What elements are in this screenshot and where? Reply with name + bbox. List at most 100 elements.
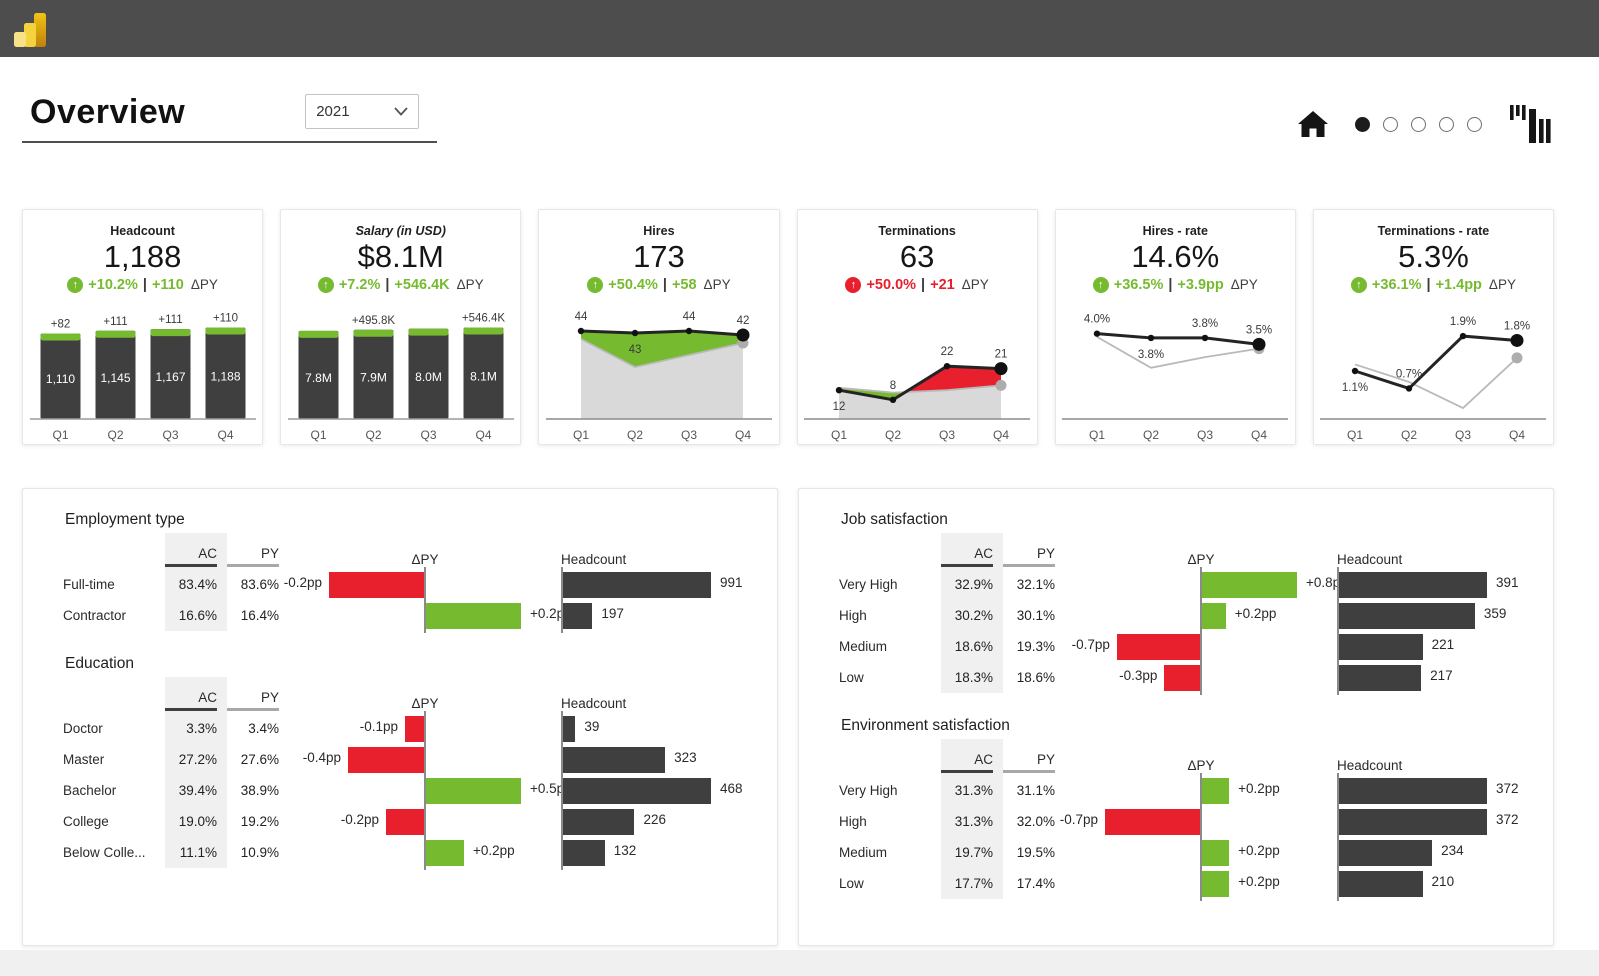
section-title: Job satisfaction xyxy=(841,511,948,528)
headcount-bar xyxy=(1339,571,1487,598)
svg-text:43: 43 xyxy=(629,344,642,356)
ac-value: 39.4% xyxy=(165,775,227,806)
py-value: 31.1% xyxy=(1016,783,1055,798)
delta-percent: +50.4% xyxy=(608,277,658,293)
delta-absolute: +3.9pp xyxy=(1177,277,1224,293)
py-header-rule xyxy=(227,708,279,711)
variance-cell: +0.8pp xyxy=(1081,567,1348,602)
up-arrow-circle-icon: ↑ xyxy=(1350,277,1367,293)
headcount-bar xyxy=(563,808,635,835)
delta-absolute: +110 xyxy=(151,277,184,293)
col-header-delta-py: ΔPY xyxy=(1187,552,1215,567)
svg-text:21: 21 xyxy=(995,349,1008,361)
svg-text:1.9%: 1.9% xyxy=(1450,316,1476,328)
section-environment-satisfaction: Environment satisfaction AC PY ΔPY Headcount… xyxy=(839,717,1539,901)
up-arrow-circle-icon: ↑ xyxy=(587,277,604,293)
variance-axis xyxy=(1200,866,1202,901)
headcount-label: 226 xyxy=(643,812,666,827)
py-header-rule xyxy=(1003,770,1055,773)
svg-text:+546.4K: +546.4K xyxy=(462,312,505,324)
delta-separator: | xyxy=(921,277,926,293)
headcount-label: 468 xyxy=(720,781,743,796)
col-header-headcount: Headcount xyxy=(561,696,627,711)
svg-text:Q4: Q4 xyxy=(1251,428,1267,442)
ac-value: 3.3% xyxy=(165,713,227,744)
kpi-mini-chart: 12 8 22 21 Q1 Q2 Q3 Q4 xyxy=(804,346,1031,442)
headcount-axis xyxy=(561,835,563,870)
headcount-cell: 359 xyxy=(1337,598,1543,633)
up-arrow-circle-icon: ↑ xyxy=(845,277,862,293)
variance-bar xyxy=(1202,777,1230,804)
svg-text:+111: +111 xyxy=(158,314,182,326)
variance-axis xyxy=(1200,598,1202,633)
headcount-cell: 197 xyxy=(561,598,767,633)
svg-text:+82: +82 xyxy=(50,318,70,330)
delta-suffix: ΔPY xyxy=(1230,277,1258,292)
variance-bar xyxy=(1202,870,1230,897)
page-dot-4[interactable] xyxy=(1439,116,1454,132)
svg-text:1,110: 1,110 xyxy=(46,372,75,386)
kpi-title: Headcount xyxy=(110,224,175,238)
variance-axis xyxy=(424,598,426,633)
kpi-title: Hires xyxy=(643,224,675,238)
variance-bar xyxy=(1116,633,1200,660)
kpi-delta-row: ↑ +7.2% | +546.4K ΔPY xyxy=(281,275,520,295)
headcount-label: 197 xyxy=(601,606,624,621)
variance-label: -0.7pp xyxy=(1059,812,1098,827)
delta-suffix: ΔPY xyxy=(1488,277,1516,292)
report-header: Overview 2021 xyxy=(22,93,1554,147)
delta-separator: | xyxy=(142,277,147,293)
variance-bar xyxy=(426,777,521,804)
power-bi-logo-icon xyxy=(14,12,46,47)
page-title: Overview xyxy=(30,93,186,131)
headcount-cell: 468 xyxy=(561,773,767,808)
svg-text:1.1%: 1.1% xyxy=(1342,382,1368,394)
section-employment-type: Employment type AC PY ΔPY Headcount Full-time… xyxy=(63,511,763,633)
delta-absolute: +58 xyxy=(671,277,697,293)
row-label: Low xyxy=(839,670,864,685)
page-dot-2[interactable] xyxy=(1383,116,1398,132)
variance-cell: +0.2pp xyxy=(1081,773,1321,808)
detail-panels-row: Employment type AC PY ΔPY Headcount Full-time… xyxy=(22,488,1554,946)
page-dot-3[interactable] xyxy=(1411,116,1426,132)
page-dot-5[interactable] xyxy=(1467,116,1482,132)
col-header-headcount: Headcount xyxy=(561,552,627,567)
svg-text:Q3: Q3 xyxy=(939,428,955,442)
headcount-label: 39 xyxy=(584,719,600,734)
kpi-delta-row: ↑ +10.2% | +110 ΔPY xyxy=(23,275,262,295)
home-icon[interactable] xyxy=(1297,109,1329,139)
svg-text:44: 44 xyxy=(683,311,696,323)
variance-label: -0.2pp xyxy=(340,812,379,827)
page-bottom-strip xyxy=(0,950,1599,976)
col-header-delta-py: ΔPY xyxy=(411,696,439,711)
py-value: 30.1% xyxy=(1016,608,1055,623)
headcount-label: 234 xyxy=(1441,843,1464,858)
variance-axis xyxy=(424,773,426,808)
app-top-bar xyxy=(0,0,1599,57)
svg-text:Q1: Q1 xyxy=(310,428,326,442)
svg-text:0.7%: 0.7% xyxy=(1396,368,1422,380)
headcount-cell: 991 xyxy=(561,567,767,602)
variance-axis xyxy=(1200,835,1202,870)
headcount-axis xyxy=(561,567,563,602)
kpi-title: Hires - rate xyxy=(1142,224,1208,238)
section-education: Education AC PY ΔPY Headcount Doctor 3.3% 3.4% -… xyxy=(63,655,763,870)
kpi-value: 5.3% xyxy=(1398,239,1469,274)
row-label: Very High xyxy=(839,783,898,798)
variance-axis xyxy=(424,742,426,777)
page-dot-1[interactable] xyxy=(1355,116,1370,132)
variance-cell: +0.2pp xyxy=(305,598,572,633)
variance-cell: +0.2pp xyxy=(1081,866,1321,901)
svg-text:Q2: Q2 xyxy=(885,428,901,442)
headcount-bar xyxy=(1339,664,1422,691)
svg-text:7.8M: 7.8M xyxy=(305,371,332,385)
kpi-value: 173 xyxy=(633,239,685,274)
variance-bar xyxy=(1105,808,1200,835)
year-filter-dropdown[interactable]: 2021 xyxy=(305,94,420,129)
kpi-mini-chart: 44 43 44 42 Q1 Q2 Q3 Q4 xyxy=(545,311,772,442)
headcount-axis xyxy=(1337,835,1339,870)
svg-text:44: 44 xyxy=(575,311,588,323)
headcount-label: 210 xyxy=(1431,874,1455,889)
svg-text:22: 22 xyxy=(941,346,954,358)
delta-suffix: ΔPY xyxy=(190,277,218,292)
